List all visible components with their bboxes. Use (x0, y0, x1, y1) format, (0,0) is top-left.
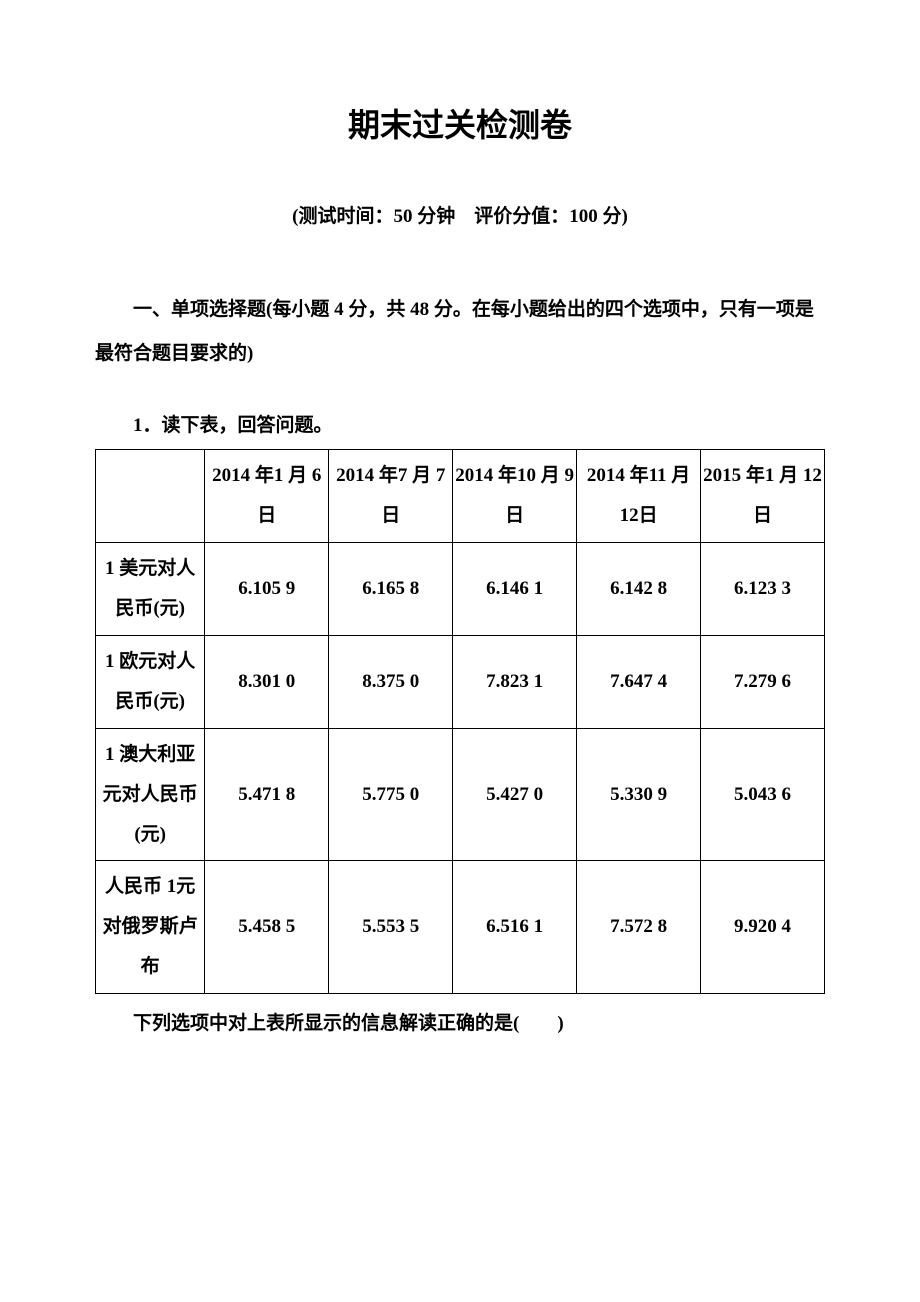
table-cell: 5.330 9 (577, 728, 701, 861)
table-cell: 8.301 0 (205, 635, 329, 728)
test-subtitle: (测试时间：50 分钟 评价分值：100 分) (95, 201, 825, 228)
table-header-row: 2014 年1 月 6 日 2014 年7 月 7 日 2014 年10 月 9… (96, 450, 825, 543)
table-row: 1 美元对人民币(元) 6.105 9 6.165 8 6.146 1 6.14… (96, 543, 825, 636)
table-cell: 8.375 0 (329, 635, 453, 728)
table-cell: 6.105 9 (205, 543, 329, 636)
table-cell: 5.043 6 (701, 728, 825, 861)
table-header-cell: 2014 年11 月 12日 (577, 450, 701, 543)
table-row-label: 人民币 1元对俄罗斯卢布 (96, 861, 205, 994)
table-cell: 9.920 4 (701, 861, 825, 994)
table-row-label: 1 欧元对人民币(元) (96, 635, 205, 728)
table-cell: 5.471 8 (205, 728, 329, 861)
table-cell: 5.458 5 (205, 861, 329, 994)
table-header-cell: 2014 年7 月 7 日 (329, 450, 453, 543)
table-row-label: 1 美元对人民币(元) (96, 543, 205, 636)
section-header: 一、单项选择题(每小题 4 分，共 48 分。在每小题给出的四个选项中，只有一项… (95, 288, 825, 375)
table-cell: 7.823 1 (453, 635, 577, 728)
table-cell: 6.516 1 (453, 861, 577, 994)
exchange-rate-table: 2014 年1 月 6 日 2014 年7 月 7 日 2014 年10 月 9… (95, 449, 825, 994)
table-header-cell: 2014 年1 月 6 日 (205, 450, 329, 543)
table-header-cell (96, 450, 205, 543)
table-cell: 5.427 0 (453, 728, 577, 861)
table-cell: 6.165 8 (329, 543, 453, 636)
table-cell: 6.142 8 (577, 543, 701, 636)
table-cell: 7.647 4 (577, 635, 701, 728)
table-header-cell: 2015 年1 月 12 日 (701, 450, 825, 543)
table-cell: 6.123 3 (701, 543, 825, 636)
table-row: 人民币 1元对俄罗斯卢布 5.458 5 5.553 5 6.516 1 7.5… (96, 861, 825, 994)
table-row: 1 欧元对人民币(元) 8.301 0 8.375 0 7.823 1 7.64… (96, 635, 825, 728)
table-header-cell: 2014 年10 月 9 日 (453, 450, 577, 543)
table-cell: 6.146 1 (453, 543, 577, 636)
question-prompt: 1．读下表，回答问题。 (95, 410, 825, 437)
table-cell: 7.572 8 (577, 861, 701, 994)
page-title: 期末过关检测卷 (95, 100, 825, 146)
table-row-label: 1 澳大利亚元对人民币(元) (96, 728, 205, 861)
table-cell: 5.553 5 (329, 861, 453, 994)
table-row: 1 澳大利亚元对人民币(元) 5.471 8 5.775 0 5.427 0 5… (96, 728, 825, 861)
table-cell: 7.279 6 (701, 635, 825, 728)
table-cell: 5.775 0 (329, 728, 453, 861)
question-footer: 下列选项中对上表所显示的信息解读正确的是( ) (95, 1008, 825, 1035)
